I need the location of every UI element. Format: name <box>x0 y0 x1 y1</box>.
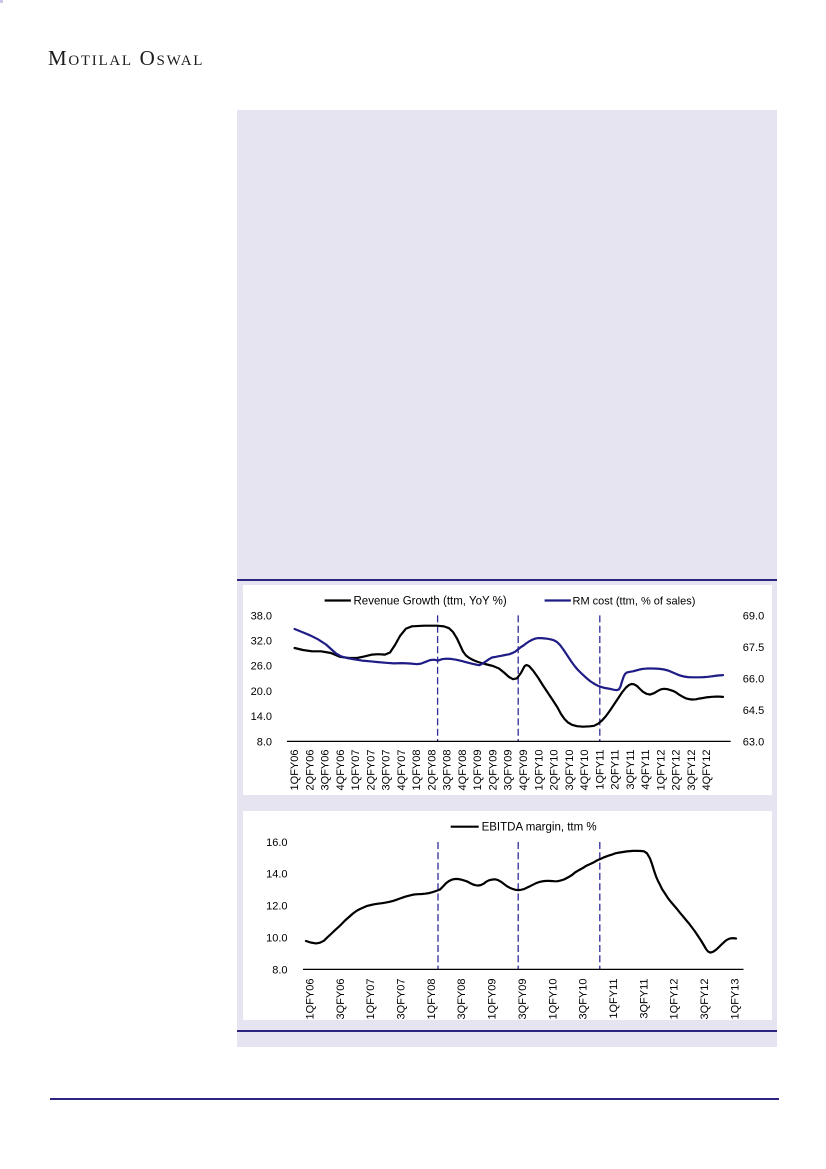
svg-text:Revenue Growth (ttm, YoY %): Revenue Growth (ttm, YoY %) <box>354 596 507 608</box>
svg-text:4QFY11: 4QFY11 <box>640 750 652 790</box>
svg-text:2QFY08: 2QFY08 <box>426 750 438 791</box>
svg-text:14.0: 14.0 <box>251 711 272 723</box>
svg-text:3QFY10: 3QFY10 <box>578 979 590 1020</box>
svg-text:16.0: 16.0 <box>266 837 287 849</box>
svg-text:3QFY09: 3QFY09 <box>517 979 529 1020</box>
svg-text:2QFY06: 2QFY06 <box>304 750 316 791</box>
svg-text:1QFY11: 1QFY11 <box>594 750 606 790</box>
svg-text:1QFY12: 1QFY12 <box>655 750 667 791</box>
svg-text:4QFY12: 4QFY12 <box>701 750 713 791</box>
svg-text:14.0: 14.0 <box>266 869 287 881</box>
svg-text:4QFY07: 4QFY07 <box>396 750 408 791</box>
svg-text:12.0: 12.0 <box>266 901 287 913</box>
svg-text:3QFY07: 3QFY07 <box>396 979 408 1020</box>
svg-text:RM cost (ttm, % of sales): RM cost (ttm, % of sales) <box>573 596 696 608</box>
svg-text:3QFY08: 3QFY08 <box>456 979 468 1020</box>
svg-text:2QFY12: 2QFY12 <box>671 750 683 791</box>
svg-text:2QFY07: 2QFY07 <box>365 750 377 791</box>
svg-text:3QFY10: 3QFY10 <box>564 750 576 791</box>
svg-text:1QFY13: 1QFY13 <box>729 979 741 1020</box>
svg-text:3QFY08: 3QFY08 <box>442 750 454 791</box>
svg-text:10.0: 10.0 <box>266 932 287 944</box>
svg-text:2QFY09: 2QFY09 <box>488 750 500 791</box>
svg-text:26.0: 26.0 <box>251 661 272 673</box>
svg-text:1QFY09: 1QFY09 <box>487 979 499 1020</box>
svg-text:32.0: 32.0 <box>251 636 272 648</box>
svg-text:3QFY09: 3QFY09 <box>503 750 515 791</box>
svg-text:1QFY11: 1QFY11 <box>608 979 620 1019</box>
svg-text:3QFY06: 3QFY06 <box>335 979 347 1020</box>
svg-text:3QFY11: 3QFY11 <box>638 979 650 1019</box>
svg-text:38.0: 38.0 <box>251 610 272 622</box>
svg-text:1QFY08: 1QFY08 <box>426 979 438 1020</box>
svg-text:4QFY09: 4QFY09 <box>518 750 530 791</box>
svg-text:1QFY12: 1QFY12 <box>669 979 681 1020</box>
svg-text:63.0: 63.0 <box>743 736 764 748</box>
svg-text:64.5: 64.5 <box>743 705 764 717</box>
svg-text:4QFY08: 4QFY08 <box>457 750 469 791</box>
svg-text:1QFY08: 1QFY08 <box>411 750 423 791</box>
svg-text:3QFY11: 3QFY11 <box>625 750 637 790</box>
svg-text:69.0: 69.0 <box>743 610 764 622</box>
svg-text:4QFY06: 4QFY06 <box>335 750 347 791</box>
svg-text:1QFY07: 1QFY07 <box>350 750 362 791</box>
svg-text:8.0: 8.0 <box>257 736 272 748</box>
svg-text:8.0: 8.0 <box>272 964 287 976</box>
svg-text:66.0: 66.0 <box>743 673 764 685</box>
svg-text:1QFY06: 1QFY06 <box>305 979 317 1020</box>
svg-text:3QFY12: 3QFY12 <box>699 979 711 1020</box>
svg-text:3QFY06: 3QFY06 <box>320 750 332 791</box>
svg-text:2QFY11: 2QFY11 <box>610 750 622 790</box>
svg-text:1QFY10: 1QFY10 <box>533 750 545 791</box>
svg-text:67.5: 67.5 <box>743 642 764 654</box>
svg-text:2QFY10: 2QFY10 <box>549 750 561 791</box>
svg-text:1QFY10: 1QFY10 <box>547 979 559 1020</box>
svg-text:3QFY07: 3QFY07 <box>381 750 393 791</box>
svg-text:1QFY09: 1QFY09 <box>472 750 484 791</box>
svg-text:3QFY12: 3QFY12 <box>686 750 698 791</box>
svg-text:20.0: 20.0 <box>251 686 272 698</box>
svg-text:EBITDA margin, ttm %: EBITDA margin, ttm % <box>482 822 597 834</box>
svg-text:1QFY06: 1QFY06 <box>289 750 301 791</box>
svg-text:4QFY10: 4QFY10 <box>579 750 591 791</box>
svg-text:1QFY07: 1QFY07 <box>365 979 377 1020</box>
